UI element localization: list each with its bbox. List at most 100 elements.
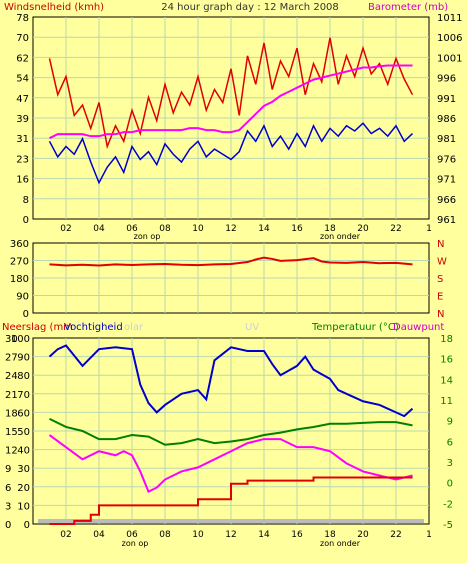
y-humidity-tick-label: 100 [11,334,30,345]
y-right-tick-label: 971 [437,175,456,186]
right-axis-label: Barometer (mb) [368,2,448,13]
series-line-temperatuur [49,417,413,446]
y-left-tick-label: 78 [16,13,29,24]
y-left-tick-label: 180 [10,274,29,285]
y-humidity-tick-label: 60 [17,408,30,419]
sunset-label-3: zon onder [320,539,361,548]
y-temp-tick-label: 14 [440,375,453,386]
rain-axis-label: Neerslag (mm [2,322,73,333]
y-left-tick-label: 23 [16,154,29,165]
compass-label: E [437,292,443,303]
series-line-dauwpunt [48,434,413,494]
y-rain-tick-label: 12 [5,446,18,457]
solar-axis-label: olar [124,322,144,333]
y-right-tick-label: 986 [437,114,456,125]
y-rain-tick-label: 9 [5,464,11,475]
y-left-tick-label: 0 [23,309,29,320]
y-left-tick-label: 47 [16,94,29,105]
temp-axis-label: Temperatuur (°C) [311,322,399,333]
y-temp-tick-label: -2 [443,499,453,510]
y-left-tick-label: 0 [23,215,29,226]
y-left-ticks-2: 0 90 180 270 360 [10,239,29,320]
y-right-tick-label: 1001 [437,53,462,64]
sunset-label-1: zon onder [320,232,361,241]
y-right-ticks-1: 961 966 971 976 981 986 991 996 1001 1006 1011 [437,13,462,226]
y-left-tick-label: 62 [16,53,29,64]
series-line-barometer [49,64,413,140]
y-right-tick-label: 981 [437,134,456,145]
sunrise-label-3: zon op [122,539,149,548]
y-rain-tick-label: 30 [5,334,18,345]
compass-label: W [437,257,447,268]
y-left-tick-label: 270 [10,257,29,268]
y-humidity-tick-label: 0 [24,520,30,531]
y-humidity-tick-label: 80 [17,371,30,382]
y-right-tick-label: 966 [437,195,456,206]
x-tick-label: 14 [258,530,270,540]
y-right-ticks-3: -5 -2 0 3 6 9 11 14 16 18 [440,334,453,531]
x-tick-label: 18 [324,530,336,540]
y-left-tick-label: 360 [10,239,29,250]
x-tick-label: 12 [225,530,236,540]
uv-axis-label: UV [245,322,259,333]
x-tick-label: 02 [60,530,71,540]
y-humidity-tick-label: 30 [17,464,30,475]
y-left-tick-label: 8 [23,195,29,206]
y-left-tick-label: 39 [16,114,29,125]
y-left-tick-label: 54 [16,74,29,85]
series-group-3 [48,344,414,525]
y-temp-tick-label: 9 [447,417,453,428]
x-tick-label: 08 [159,224,171,234]
x-tick-label: 04 [93,224,105,234]
x-tick-label: 06 [126,530,138,540]
y-temp-tick-label: 3 [447,458,453,469]
x-tick-label: 1 [426,224,432,234]
y-temp-tick-label: 0 [447,479,453,490]
y-rain-tick-label: 15 [5,427,18,438]
compass-label: N [437,309,444,320]
x-tick-label: 16 [291,530,303,540]
y-right-tick-label: 1006 [437,33,462,44]
y-right-tick-label: 961 [437,215,456,226]
left-axis-label: Windsnelheid (kmh) [4,2,104,13]
series-group-2 [49,256,413,267]
x-tick-label: 10 [192,224,204,234]
panel-rain-humidity-temp: Neerslag (mm Vochtigheid olar UV Tempera… [2,322,453,548]
x-tick-label: 18 [324,224,336,234]
y-temp-tick-label: 18 [440,334,453,345]
x-ticks-3: 02 04 06 08 10 12 14 16 18 20 22 1 [60,530,432,540]
y-right-tick-label: 991 [437,94,456,105]
y-temp-tick-label: 6 [447,437,453,448]
y-rain-tick-label: 3 [5,501,11,512]
series-line-vochtigheid [48,344,414,418]
series-line-windvlagen [48,122,414,185]
series-group-1 [48,37,414,185]
y-temp-tick-label: 16 [440,355,453,366]
y-right-tick-label: 976 [437,154,456,165]
x-tick-label: 14 [258,224,270,234]
y-humidity-tick-label: 50 [17,427,30,438]
x-tick-label: 20 [357,224,369,234]
compass-label: N [437,239,444,250]
y-rain-tick-label: 24 [5,371,18,382]
y-rain-tick-label: 6 [5,483,11,494]
y-left-tick-label: 90 [16,292,29,303]
y-rain-tick-label: 18 [5,408,18,419]
y-humidity-tick-label: 90 [17,353,30,364]
y-left-tick-label: 70 [16,33,29,44]
x-ticks-1: 02 04 06 08 10 12 14 16 18 20 22 1 [60,224,432,234]
y-right-tick-label: 996 [437,74,456,85]
y-left-tick-label: 31 [16,134,29,145]
y-humidity-tick-label: 20 [17,483,30,494]
grid-2 [33,243,429,313]
x-tick-label: 06 [126,224,138,234]
x-tick-label: 02 [60,224,71,234]
panel-wind-pressure: 24 hour graph day : 12 March 2008 Windsn… [4,2,462,241]
solar-baseline-bar [38,519,424,523]
y-humidity-tick-label: 40 [17,446,30,457]
humidity-axis-label: Vochtigheid [64,322,123,333]
x-tick-label: 04 [93,530,105,540]
